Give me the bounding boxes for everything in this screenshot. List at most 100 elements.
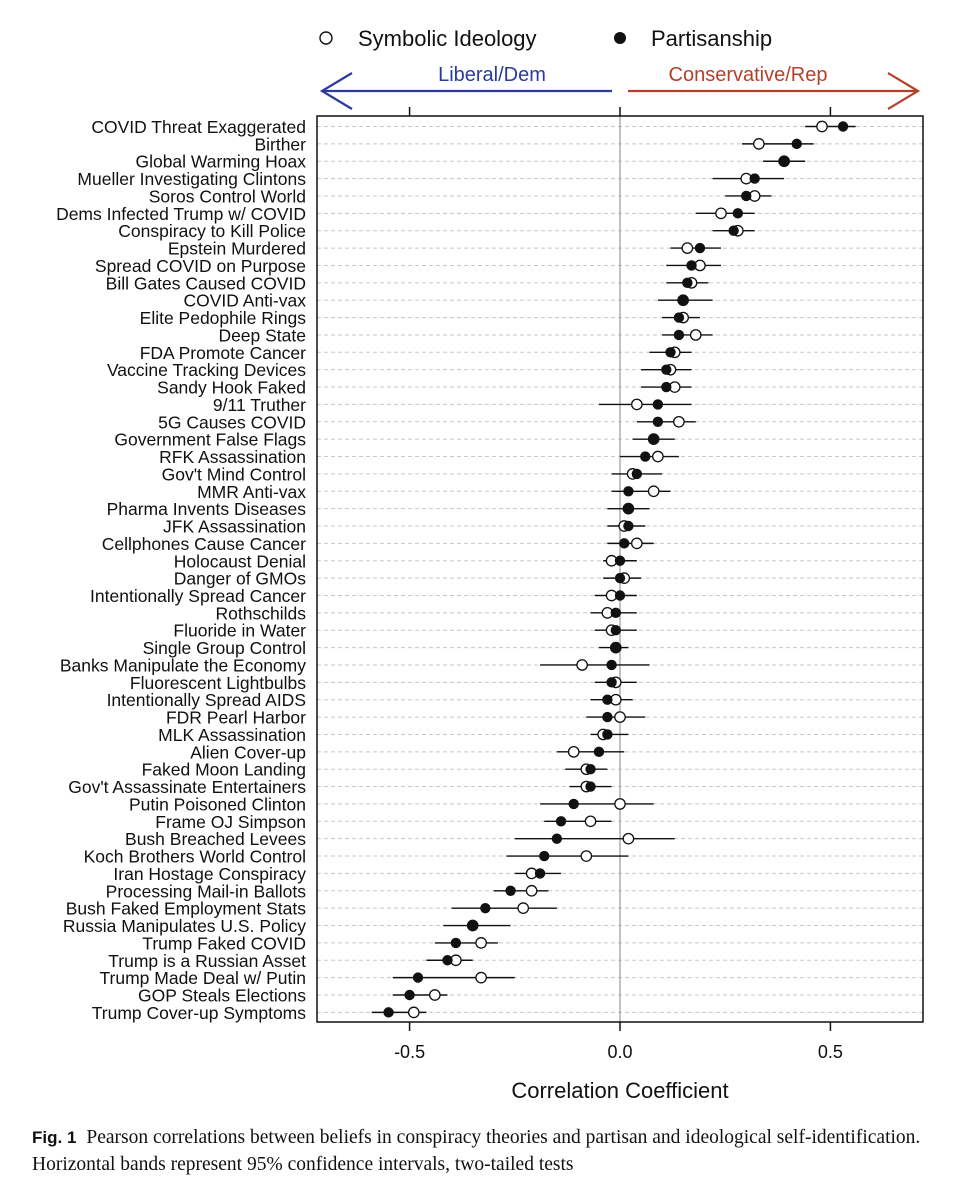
point-partisanship [673, 329, 685, 341]
point-partisanship [741, 190, 752, 202]
category-label: Government False Flags [114, 430, 306, 450]
point-partisanship [623, 520, 634, 532]
point-partisanship [728, 225, 739, 236]
point-symbolic-ideology [475, 971, 487, 984]
category-label: Birther [254, 134, 306, 154]
category-label: Russia Manipulates U.S. Policy [63, 916, 306, 936]
point-symbolic-ideology [614, 798, 626, 810]
category-label: Sandy Hook Faked [157, 378, 306, 398]
category-label: MLK Assassination [158, 725, 306, 745]
x-axis-label: Correlation Coefficient [511, 1078, 728, 1103]
point-symbolic-ideology [753, 138, 765, 150]
category-label: Single Group Control [143, 638, 306, 658]
category-label: Mueller Investigating Clintons [77, 169, 306, 189]
point-symbolic-ideology [525, 884, 538, 897]
point-partisanship [568, 798, 579, 810]
category-label: MMR Anti-vax [197, 482, 306, 502]
category-label: Bush Faked Employment Stats [66, 899, 306, 919]
point-partisanship [585, 763, 596, 775]
category-label: Cellphones Cause Cancer [102, 534, 306, 554]
category-label: Vaccine Tracking Devices [107, 360, 306, 380]
category-label: Intentionally Spread Cancer [90, 586, 306, 606]
category-label: COVID Threat Exaggerated [91, 117, 306, 137]
conservative-direction-label: Conservative/Rep [669, 64, 828, 86]
category-label: Koch Brothers World Control [84, 847, 306, 867]
point-partisanship [551, 833, 563, 844]
x-tick-label: 0.5 [818, 1042, 843, 1062]
category-label: Epstein Murdered [168, 239, 306, 259]
category-label: Conspiracy to Kill Police [118, 221, 306, 241]
point-partisanship [614, 572, 626, 584]
point-symbolic-ideology [567, 745, 580, 758]
point-partisanship [791, 138, 802, 150]
point-partisanship [412, 972, 424, 983]
point-symbolic-ideology [428, 989, 441, 1001]
category-label: Bill Gates Caused COVID [106, 273, 306, 293]
point-symbolic-ideology [407, 1006, 420, 1019]
category-label: FDR Pearl Harbor [166, 708, 306, 728]
category-label: Trump Made Deal w/ Putin [99, 968, 306, 988]
legend: Symbolic Ideology Partisanship [319, 26, 772, 51]
point-symbolic-ideology [475, 937, 487, 949]
category-label: Holocaust Denial [174, 551, 306, 571]
point-partisanship [442, 955, 453, 966]
point-partisanship [404, 989, 415, 1001]
point-partisanship [640, 451, 651, 462]
category-label: RFK Assassination [159, 447, 306, 467]
point-partisanship [677, 295, 689, 306]
conservative-arrow-head [887, 72, 921, 110]
point-partisanship [534, 868, 546, 879]
category-label: Deep State [218, 325, 306, 345]
point-partisanship [652, 399, 664, 410]
point-symbolic-ideology [614, 711, 626, 723]
point-partisanship [673, 312, 685, 323]
category-label: Danger of GMOs [174, 569, 307, 589]
point-symbolic-ideology [630, 537, 643, 550]
category-label: Putin Poisoned Clinton [129, 794, 306, 814]
top-axis-ticks [408, 107, 832, 116]
category-label: Faked Moon Landing [142, 760, 306, 780]
point-symbolic-ideology [689, 329, 702, 341]
point-partisanship [585, 781, 596, 792]
category-label: Processing Mail-in Ballots [106, 881, 307, 901]
point-symbolic-ideology [630, 398, 643, 411]
point-symbolic-ideology [652, 450, 664, 463]
category-label: Spread COVID on Purpose [95, 256, 306, 276]
category-label: FDA Promote Cancer [140, 343, 306, 363]
point-symbolic-ideology [584, 815, 597, 828]
point-symbolic-ideology [647, 485, 660, 498]
point-partisanship [450, 937, 462, 949]
category-label: Banks Manipulate the Economy [60, 655, 306, 675]
point-partisanship [648, 433, 659, 445]
category-label: Soros Control World [149, 186, 306, 206]
conspiracy-correlation-chart: Symbolic Ideology Partisanship Liberal/D… [56, 26, 924, 1103]
point-symbolic-ideology [673, 415, 685, 428]
point-symbolic-ideology [681, 242, 694, 254]
category-label: Global Warming Hoax [135, 152, 306, 172]
category-label: 9/11 Truther [213, 395, 306, 415]
x-tick-label: 0.0 [607, 1042, 632, 1062]
point-partisanship [732, 208, 744, 219]
category-label: Rothschilds [216, 603, 307, 623]
category-label: 5G Causes COVID [158, 412, 306, 432]
category-label: Gov't Mind Control [162, 464, 306, 484]
point-partisanship [619, 538, 630, 549]
point-partisanship [480, 902, 491, 914]
category-label: Elite Pedophile Rings [140, 308, 307, 328]
point-partisanship [694, 242, 706, 254]
point-partisanship [614, 590, 626, 601]
point-partisanship [665, 347, 676, 358]
point-partisanship [467, 920, 478, 931]
point-partisanship [610, 642, 621, 653]
point-partisanship [686, 260, 697, 271]
point-partisanship [837, 121, 849, 132]
category-label: COVID Anti-vax [183, 291, 306, 311]
category-label: JFK Assassination [163, 517, 306, 537]
category-label: Trump is a Russian Asset [108, 951, 306, 971]
point-partisanship [610, 625, 621, 636]
x-tick-label: -0.5 [394, 1042, 425, 1062]
point-partisanship [623, 503, 634, 514]
point-symbolic-ideology [576, 659, 588, 671]
caption-text: Pearson correlations between beliefs in … [32, 1127, 921, 1175]
point-partisanship [505, 885, 516, 896]
